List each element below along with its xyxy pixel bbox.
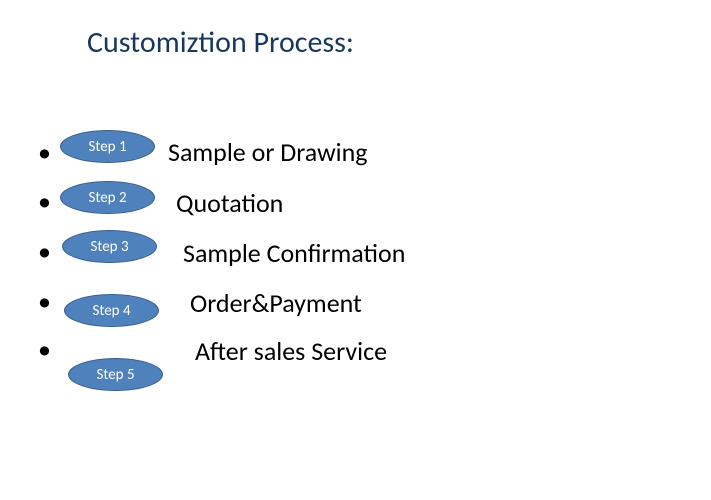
step-badge-2: Step 2	[60, 181, 155, 214]
step-badge-3: Step 3	[62, 230, 157, 263]
step-badge-1: Step 1	[60, 130, 155, 163]
step-badge-5: Step 5	[68, 358, 163, 391]
bullet-5: •	[38, 333, 51, 365]
bullet-1: •	[38, 136, 51, 168]
bullet-4: •	[38, 285, 51, 317]
page-title: Customiztion Process:	[87, 24, 354, 61]
step-badge-4: Step 4	[64, 294, 159, 327]
bullet-3: •	[38, 235, 51, 267]
bullet-2: •	[38, 185, 51, 217]
step-label-1: Sample or Drawing	[168, 136, 368, 168]
step-label-3: Sample Confirmation	[183, 237, 405, 269]
step-label-4: Order&Payment	[190, 287, 362, 319]
step-label-5: After sales Service	[195, 335, 387, 367]
step-label-2: Quotation	[176, 187, 283, 219]
